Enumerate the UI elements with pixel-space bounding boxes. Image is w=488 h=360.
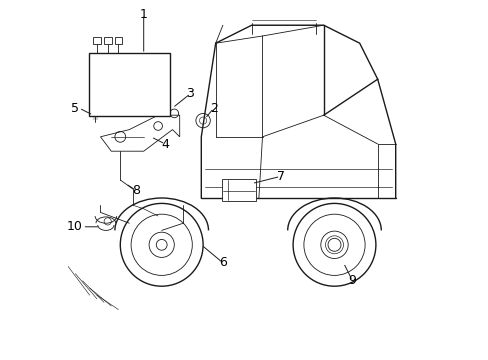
FancyBboxPatch shape <box>222 179 256 201</box>
FancyBboxPatch shape <box>114 37 122 44</box>
Text: 6: 6 <box>219 256 226 269</box>
Text: 2: 2 <box>209 102 217 114</box>
Text: 8: 8 <box>132 184 140 197</box>
FancyBboxPatch shape <box>93 37 101 44</box>
Text: 5: 5 <box>71 102 79 114</box>
Text: 3: 3 <box>186 87 194 100</box>
Text: 7: 7 <box>276 170 284 183</box>
Text: 1: 1 <box>140 8 147 21</box>
FancyBboxPatch shape <box>103 37 111 44</box>
FancyBboxPatch shape <box>89 53 169 116</box>
Text: 9: 9 <box>348 274 356 287</box>
Text: 10: 10 <box>66 220 82 233</box>
Text: 4: 4 <box>161 138 169 150</box>
